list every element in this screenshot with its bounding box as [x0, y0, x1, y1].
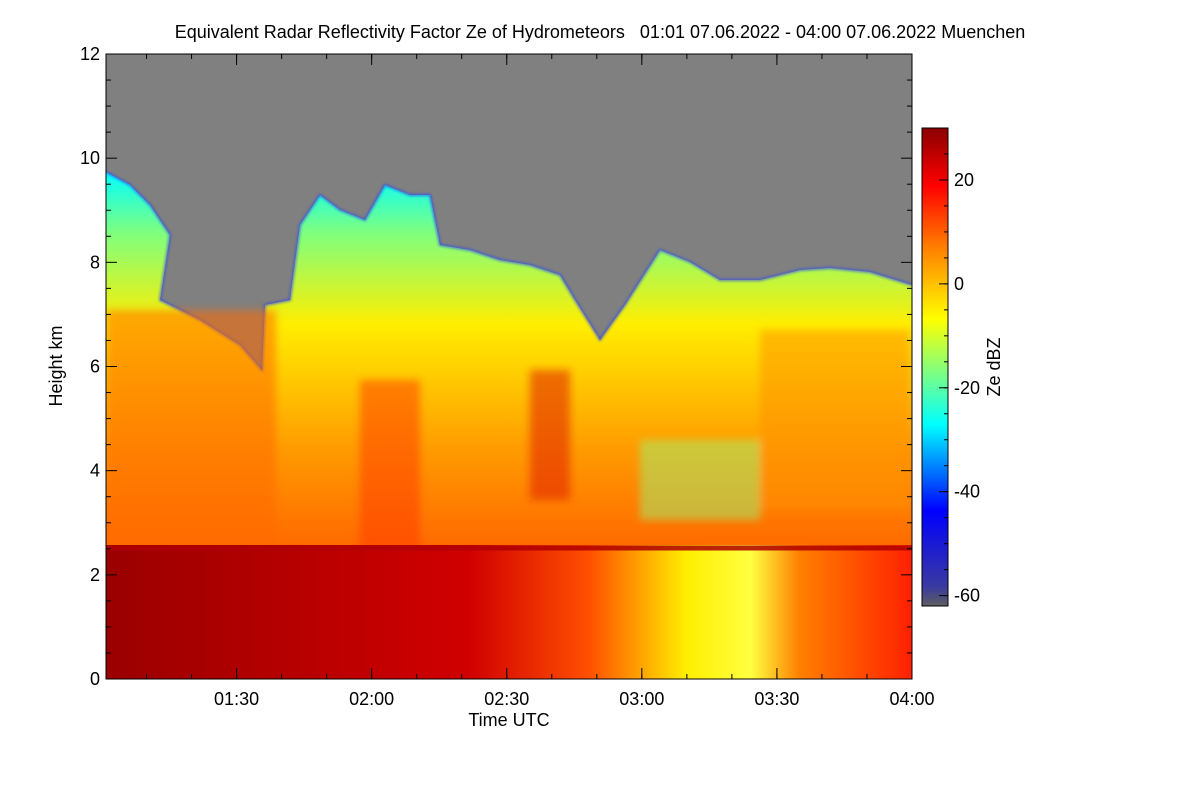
colorbar-tick-label: 0: [954, 274, 964, 294]
x-tick-label: 01:30: [214, 689, 259, 709]
x-tick-label: 02:30: [484, 689, 529, 709]
x-tick-label: 03:00: [619, 689, 664, 709]
x-tick-label: 03:30: [754, 689, 799, 709]
y-tick-label: 2: [90, 565, 100, 585]
colorbar-tick-label: 20: [954, 170, 974, 190]
colorbar: [921, 127, 949, 607]
y-tick-label: 10: [80, 148, 100, 168]
colorbar-label: Ze dBZ: [984, 337, 1004, 396]
x-axis-label: Time UTC: [468, 710, 549, 730]
x-axis-ticks: 01:30 02:00 02:30 03:00 03:30 04:00: [146, 54, 935, 709]
chart-title-text: Equivalent Radar Reflectivity Factor Ze …: [174, 22, 625, 42]
y-tick-label: 0: [90, 669, 100, 689]
colorbar-tick-label: -60: [954, 586, 980, 606]
x-tick-label: 02:00: [349, 689, 394, 709]
x-tick-label: 04:00: [889, 689, 934, 709]
y-tick-label: 4: [90, 461, 100, 481]
chart-title: Equivalent Radar Reflectivity Factor Ze …: [0, 22, 1200, 43]
chart-location: Muenchen: [941, 22, 1026, 42]
colorbar-tick-label: -40: [954, 482, 980, 502]
y-axis-ticks: 0 2 4 6 8 10 12: [80, 44, 912, 689]
y-tick-label: 6: [90, 357, 100, 377]
chart-time-range: 01:01 07.06.2022 - 04:00 07.06.2022: [639, 22, 937, 42]
colorbar-ticks: 20 0 -20 -40 -60: [939, 127, 980, 606]
colorbar-tick-label: -20: [954, 378, 980, 398]
y-axis-label: Height km: [46, 325, 66, 406]
y-tick-label: 12: [80, 44, 100, 64]
y-tick-label: 8: [90, 252, 100, 272]
rain-region: [106, 545, 912, 679]
reflectivity-heatmap: [106, 54, 912, 679]
